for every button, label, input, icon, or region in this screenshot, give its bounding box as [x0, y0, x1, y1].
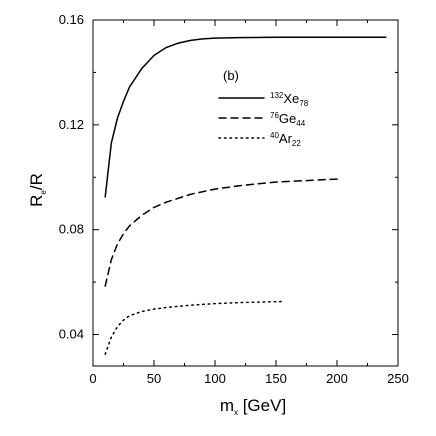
y-tick-label: 0.16	[59, 12, 84, 27]
legend: 132Xe78 76Ge44 40Ar22	[218, 91, 309, 148]
x-tick-label: 0	[89, 371, 96, 386]
legend-label-ar: 40Ar22	[270, 131, 301, 148]
series-line-ar	[104, 300, 283, 355]
series-line-xe	[104, 36, 387, 198]
series-line-ge	[104, 178, 338, 287]
x-axis-label: mx [GeV]	[220, 396, 286, 417]
x-tick-label: 250	[387, 371, 409, 386]
y-axis-label: Re/R	[27, 173, 48, 207]
x-tick-label: 100	[204, 371, 226, 386]
x-tick-label: 200	[326, 371, 348, 386]
series-layer	[104, 36, 387, 355]
legend-label-xe: 132Xe78	[270, 91, 309, 108]
x-tick-label: 50	[147, 371, 161, 386]
axis-ticks: 0 50 100 150 200 250 0.04 0.08 0.12 0.16	[59, 12, 409, 386]
y-tick-label: 0.04	[59, 327, 84, 342]
y-tick-label: 0.08	[59, 222, 84, 237]
y-tick-label: 0.12	[59, 117, 84, 132]
panel-label: (b)	[223, 68, 239, 83]
x-tick-label: 150	[265, 371, 287, 386]
legend-label-ge: 76Ge44	[270, 111, 306, 128]
